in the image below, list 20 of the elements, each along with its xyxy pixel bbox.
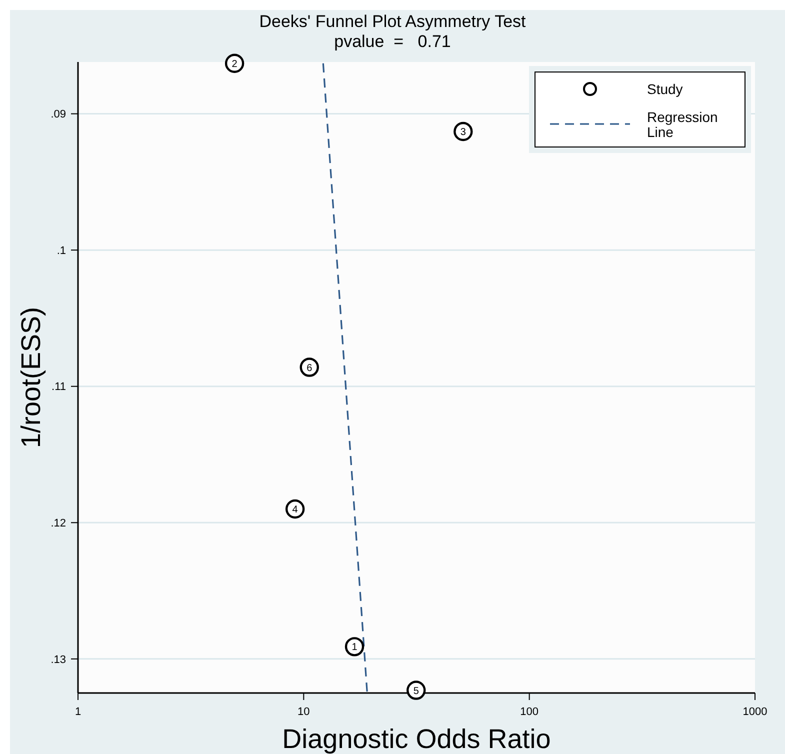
x-axis-title: Diagnostic Odds Ratio	[282, 724, 551, 754]
chart-title: Deeks' Funnel Plot Asymmetry Test	[259, 12, 526, 31]
annotation: 4	[292, 504, 298, 516]
y-tick-label: .1	[56, 244, 66, 257]
y-tick-label: .13	[50, 654, 66, 666]
annotation: 2	[232, 58, 238, 70]
y-tick-label: .09	[50, 108, 66, 121]
x-tick-label: 1000	[742, 706, 768, 718]
annotation: 1	[352, 642, 358, 654]
legend: Study Regression Line	[529, 66, 751, 153]
chart-subtitle: pvalue = 0.71	[334, 32, 451, 51]
annotation: 3	[460, 127, 466, 138]
annotation: 5	[413, 686, 420, 697]
y-tick-label: .11	[52, 381, 66, 394]
annotation: 6	[306, 362, 313, 374]
x-tick-label: 1	[74, 706, 82, 718]
y-axis-title: 1/root(ESS)	[16, 306, 46, 448]
y-tick-label: .12	[50, 517, 66, 530]
x-tick-label: 10	[298, 706, 310, 718]
x-tick-label: 100	[520, 706, 539, 718]
